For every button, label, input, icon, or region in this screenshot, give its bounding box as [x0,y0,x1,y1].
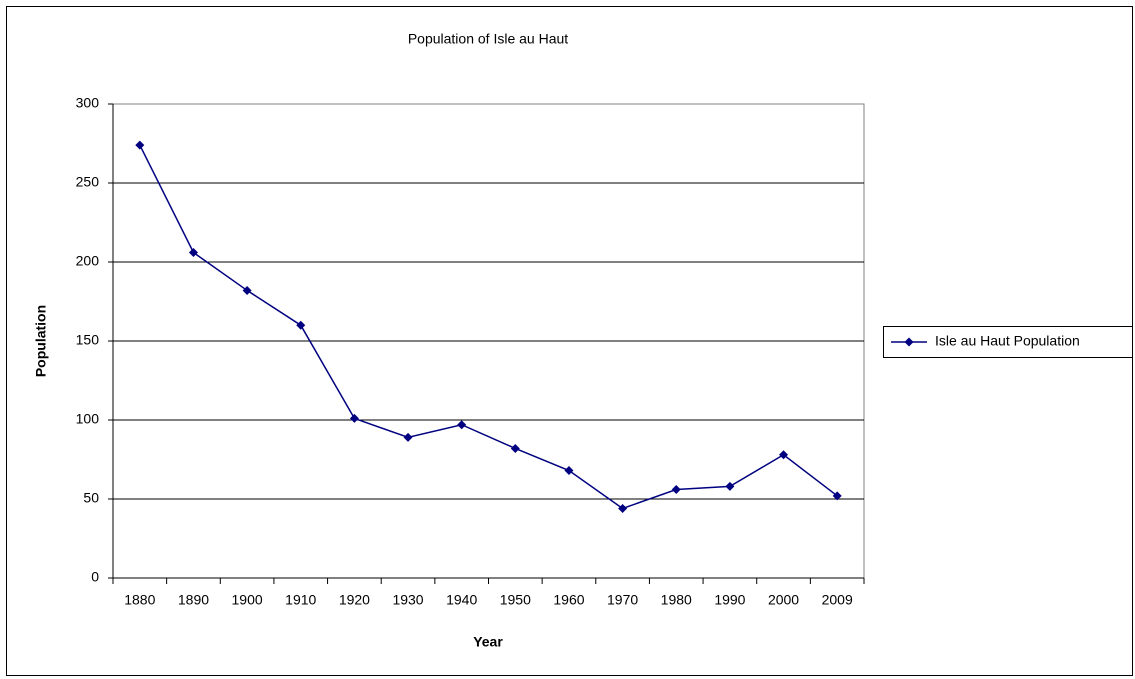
x-tick-label: 1980 [661,592,692,608]
x-tick-label: 1940 [446,592,477,608]
data-point [618,503,628,513]
x-tick-label: 2009 [822,592,853,608]
y-tick-label: 200 [76,253,100,269]
data-point [564,466,574,476]
x-tick-label: 1880 [124,592,155,608]
x-tick-label: 2000 [768,592,799,608]
data-point [510,443,520,453]
chart-title: Population of Isle au Haut [408,31,568,47]
x-tick-label: 1900 [232,592,263,608]
y-tick-label: 150 [76,332,100,348]
data-point [242,285,252,295]
x-tick-label: 1990 [714,592,745,608]
y-tick-label: 50 [83,490,99,506]
x-tick-label: 1950 [500,592,531,608]
x-tick-label: 1960 [553,592,584,608]
y-tick-label: 100 [76,411,100,427]
data-point [779,450,789,460]
legend-label: Isle au Haut Population [935,333,1080,349]
data-point [671,485,681,495]
legend-marker [904,337,914,347]
x-tick-label: 1930 [392,592,423,608]
y-tick-label: 250 [76,174,100,190]
x-tick-label: 1910 [285,592,316,608]
data-point [188,248,198,258]
x-tick-label: 1970 [607,592,638,608]
series-line [139,144,838,510]
x-axis-label: Year [473,634,503,650]
y-tick-label: 300 [76,95,100,111]
data-point [349,413,359,423]
data-point [832,491,842,501]
data-point [296,320,306,330]
data-point [457,420,467,430]
data-point [403,432,413,442]
x-tick-label: 1920 [339,592,370,608]
y-tick-label: 0 [91,569,99,585]
data-point [725,481,735,491]
y-axis-label: Population [33,305,49,377]
data-point [135,140,145,150]
x-tick-label: 1890 [178,592,209,608]
